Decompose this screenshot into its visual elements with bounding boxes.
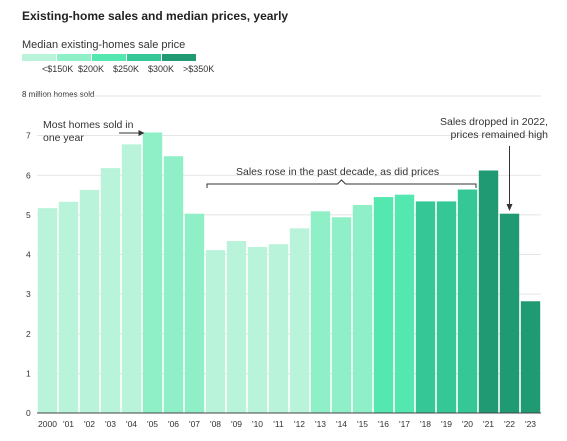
legend-label-1: <$150K — [42, 64, 74, 74]
bar — [373, 197, 394, 413]
x-tick-label: '21 — [483, 419, 494, 429]
decade-bracket — [206, 179, 477, 188]
bar — [457, 189, 478, 413]
x-tick-label: '02 — [84, 419, 95, 429]
x-tick-label: '18 — [420, 419, 431, 429]
x-tick-label: '20 — [462, 419, 473, 429]
bar — [415, 201, 436, 413]
bar — [226, 241, 247, 413]
x-tick-label: '05 — [147, 419, 158, 429]
x-tick-label: '04 — [126, 419, 137, 429]
legend-swatch-2 — [57, 54, 91, 61]
x-tick-label: '09 — [231, 419, 242, 429]
bar — [205, 250, 226, 413]
legend-swatch-3 — [92, 54, 126, 61]
bar — [184, 213, 205, 413]
y-unit-label: 8 million homes sold — [22, 90, 95, 99]
x-tick-label: '13 — [315, 419, 326, 429]
x-tick-label: '08 — [210, 419, 221, 429]
bar — [499, 213, 520, 413]
y-tick-label: 1 — [26, 368, 31, 378]
drop-arrow-head — [506, 204, 513, 211]
x-tick-label: '11 — [273, 419, 284, 429]
annotation-drop: Sales dropped in 2022, prices remained h… — [440, 116, 548, 141]
bar — [352, 204, 373, 413]
bar — [37, 208, 58, 413]
bar — [478, 170, 499, 413]
chart-title: Existing-home sales and median prices, y… — [22, 9, 289, 23]
bar — [394, 194, 415, 413]
legend-label-4: $300K — [148, 64, 175, 74]
y-tick-label: 2 — [26, 329, 31, 339]
x-tick-label: '23 — [525, 419, 536, 429]
bar — [289, 228, 310, 413]
legend-swatch-4 — [127, 54, 161, 61]
bar — [268, 244, 289, 413]
legend-label-2: $200K — [78, 64, 105, 74]
x-tick-label: '16 — [378, 419, 389, 429]
bar — [163, 156, 184, 414]
y-tick-label: 7 — [26, 131, 31, 141]
annotation-decade: Sales rose in the past decade, as did pr… — [236, 166, 440, 178]
bar — [100, 168, 121, 413]
legend-swatches — [22, 54, 197, 61]
x-tick-label: '01 — [63, 419, 74, 429]
legend-title: Median existing-homes sale price — [22, 39, 186, 51]
y-tick-label: 5 — [26, 210, 31, 220]
bar — [520, 301, 541, 413]
y-tick-label: 6 — [26, 170, 31, 180]
x-tick-label: '14 — [336, 419, 347, 429]
peak-arrow-head — [138, 130, 145, 136]
bar — [331, 217, 352, 413]
bar — [436, 201, 457, 413]
x-tick-label: 2000 — [38, 419, 57, 429]
annotation-peak: Most homes sold in one year — [43, 119, 134, 144]
legend-swatch-1 — [22, 54, 56, 61]
x-tick-label: '06 — [168, 419, 179, 429]
y-tick-label: 4 — [26, 250, 31, 260]
bar — [58, 201, 79, 413]
x-tick-label: '17 — [399, 419, 410, 429]
legend-labels: <$150K $200K $250K $300K >$350K — [22, 64, 222, 76]
y-tick-label: 3 — [26, 289, 31, 299]
x-tick-label: '10 — [252, 419, 263, 429]
bar — [247, 246, 268, 413]
x-tick-label: '03 — [105, 419, 116, 429]
bar — [79, 189, 100, 413]
x-tick-label: '19 — [441, 419, 452, 429]
legend-label-3: $250K — [113, 64, 140, 74]
y-tick-label: 0 — [26, 408, 31, 418]
bar — [142, 132, 163, 413]
bar — [121, 144, 142, 413]
x-tick-label: '12 — [294, 419, 305, 429]
bar — [310, 211, 331, 413]
x-tick-label: '15 — [357, 419, 368, 429]
x-tick-label: '22 — [504, 419, 515, 429]
x-tick-label: '07 — [189, 419, 200, 429]
legend-label-5: >$350K — [183, 64, 215, 74]
legend-swatch-5 — [162, 54, 196, 61]
